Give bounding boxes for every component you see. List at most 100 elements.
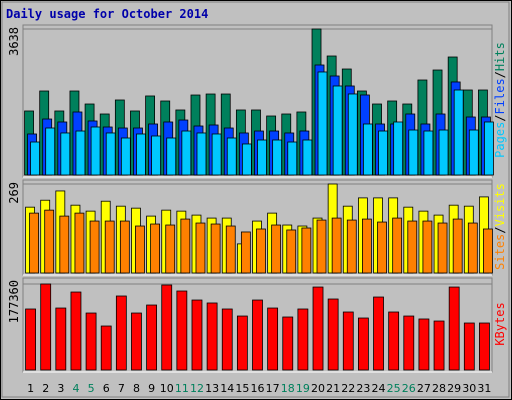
bar (448, 286, 460, 371)
legend-separator: / (493, 71, 507, 78)
y-tick-label: 269 (7, 182, 21, 204)
x-tick-label: 6 (103, 382, 110, 395)
legend-entry: Files (493, 78, 507, 114)
x-tick-label: 24 (372, 382, 386, 395)
x-tick-label: 30 (462, 382, 476, 395)
bar (438, 129, 449, 176)
bar (104, 220, 115, 274)
bar (195, 222, 206, 274)
legend-entry: KBytes (493, 302, 507, 345)
bar (378, 130, 388, 176)
x-tick-label: 21 (326, 382, 340, 395)
bar (146, 304, 157, 371)
bar (85, 312, 97, 371)
x-tick-label: 1 (27, 382, 34, 395)
bar (358, 317, 369, 371)
bar (302, 139, 313, 176)
bar (316, 219, 327, 274)
bar (119, 220, 130, 274)
bar (136, 133, 146, 176)
bar (70, 291, 82, 371)
bar (403, 315, 415, 371)
x-tick-label: 23 (356, 382, 370, 395)
bar (210, 223, 221, 274)
bar (484, 121, 494, 176)
bar (75, 130, 86, 176)
y-tick-label: 3638 (7, 27, 21, 56)
legend-separator: / (493, 114, 507, 121)
x-tick-label: 13 (205, 382, 219, 395)
bar (256, 228, 266, 274)
x-tick-label: 25 (387, 382, 401, 395)
bar (30, 141, 40, 176)
bar (327, 298, 339, 371)
bar (135, 225, 145, 274)
bar (407, 220, 418, 274)
bar (388, 311, 400, 371)
bar (392, 217, 403, 274)
x-tick-label: 26 (402, 382, 416, 395)
x-tick-label: 15 (235, 382, 249, 395)
bar (331, 217, 342, 274)
bar (363, 123, 373, 176)
bar (55, 307, 67, 371)
bar (373, 296, 384, 371)
bar (418, 318, 430, 371)
legend-entry: Hits (493, 42, 507, 71)
bar (332, 85, 343, 176)
bar (176, 290, 188, 371)
bar (408, 129, 419, 176)
bar (206, 302, 218, 371)
legend: Pages/Files/Hits (493, 42, 507, 158)
bar (301, 227, 312, 274)
x-tick-label: 18 (281, 382, 295, 395)
x-tick-label: 14 (220, 382, 234, 395)
bar (180, 218, 191, 274)
chart-title: Daily usage for October 2014 (6, 7, 208, 21)
bar (479, 322, 490, 371)
bar (60, 132, 71, 176)
bar (181, 130, 192, 176)
bar (211, 133, 222, 176)
bar (342, 311, 354, 371)
bar (115, 295, 127, 371)
bar (240, 231, 251, 274)
bar (463, 322, 475, 371)
bar (423, 130, 434, 176)
bar (196, 132, 207, 176)
bar (150, 223, 160, 274)
bar (377, 221, 387, 274)
bar (297, 308, 309, 371)
bar (45, 127, 56, 176)
bar (191, 299, 203, 371)
bar (165, 224, 176, 274)
x-tick-label: 31 (477, 382, 491, 395)
x-tick-label: 28 (432, 382, 446, 395)
bar (226, 137, 237, 176)
legend-entry: Visits (493, 183, 507, 226)
x-tick-label: 20 (311, 382, 325, 395)
bar (287, 141, 298, 176)
x-tick-label: 7 (118, 382, 125, 395)
bar (236, 315, 248, 371)
bar (131, 312, 142, 371)
bar (161, 284, 173, 371)
bar (346, 219, 357, 274)
bar (437, 222, 448, 274)
x-tick-label: 17 (266, 382, 280, 395)
x-tick-label: 8 (133, 382, 140, 395)
bar (100, 325, 112, 371)
bar (29, 212, 39, 274)
x-tick-label: 4 (72, 382, 79, 395)
x-tick-label: 9 (148, 382, 155, 395)
legend: Sites/Visits (493, 183, 507, 270)
bar (225, 225, 236, 274)
bar (241, 143, 252, 176)
bar (271, 224, 282, 274)
bar (89, 220, 100, 274)
bar (312, 286, 324, 371)
bar (151, 135, 161, 176)
bar (433, 320, 445, 371)
